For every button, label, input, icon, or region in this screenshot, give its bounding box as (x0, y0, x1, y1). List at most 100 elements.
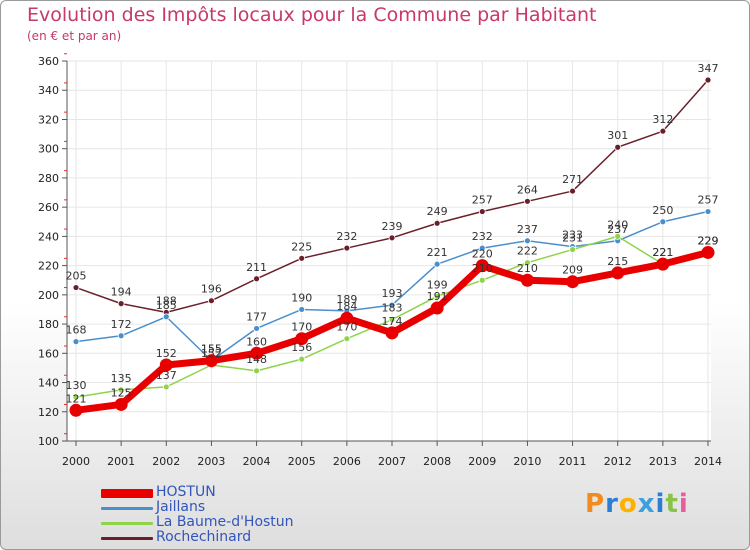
data-label-hostun: 229 (698, 234, 719, 247)
data-point-hostun (250, 346, 264, 360)
data-point-jaillans (72, 338, 80, 346)
x-tick-label: 2014 (694, 455, 722, 468)
data-label-hostun: 125 (111, 386, 132, 399)
data-label-la-baume-d-hostun: 148 (246, 353, 267, 366)
data-point-la-baume-d-hostun (117, 386, 125, 394)
data-label-rochechinard: 301 (607, 129, 628, 142)
data-label-rochechinard: 271 (562, 173, 583, 186)
y-tick-label: 140 (38, 377, 59, 390)
data-label-jaillans: 185 (156, 299, 177, 312)
data-point-rochechinard (569, 187, 576, 195)
data-label-hostun: 220 (472, 248, 493, 261)
legend-label: HOSTUN (156, 484, 216, 500)
data-label-la-baume-d-hostun: 137 (156, 369, 177, 382)
data-point-jaillans (117, 332, 125, 340)
y-tick-label: 340 (38, 84, 59, 97)
data-label-la-baume-d-hostun: 222 (517, 245, 538, 258)
y-tick-label: 160 (38, 347, 59, 360)
data-label-rochechinard: 232 (336, 230, 357, 243)
data-point-hostun (430, 301, 444, 315)
data-point-hostun (566, 275, 580, 289)
data-label-hostun: 210 (517, 262, 538, 275)
data-point-hostun (114, 397, 128, 411)
data-point-hostun (520, 273, 534, 287)
x-tick-label: 2008 (423, 455, 451, 468)
data-label-jaillans: 189 (336, 293, 357, 306)
data-point-jaillans (478, 244, 486, 252)
x-tick-label: 2003 (197, 455, 225, 468)
data-label-hostun: 170 (291, 321, 312, 334)
y-tick-label: 240 (38, 230, 59, 243)
data-point-rochechinard (524, 197, 531, 205)
legend-swatch (101, 489, 153, 498)
data-point-rochechinard (117, 300, 125, 308)
data-label-jaillans: 172 (111, 318, 132, 331)
y-tick-label: 280 (38, 172, 59, 185)
data-point-jaillans (162, 313, 170, 321)
data-label-hostun: 184 (336, 300, 357, 313)
data-point-jaillans (388, 301, 396, 309)
x-tick-label: 2001 (107, 455, 135, 468)
data-label-jaillans: 193 (382, 287, 403, 300)
data-point-jaillans (298, 306, 306, 313)
data-point-jaillans (524, 237, 531, 245)
data-point-hostun (701, 245, 715, 259)
data-label-jaillans: 168 (66, 324, 87, 337)
data-label-rochechinard: 188 (156, 294, 177, 307)
y-tick-label: 320 (38, 113, 59, 126)
data-point-jaillans (433, 260, 441, 268)
data-point-rochechinard (253, 275, 260, 283)
data-label-rochechinard: 264 (517, 183, 538, 196)
y-tick-label: 220 (38, 260, 59, 273)
data-label-rochechinard: 312 (652, 113, 673, 126)
x-tick-label: 2005 (288, 455, 316, 468)
line-chart: 100 120 140 160 180 200 220 240 260 280 300 320 340 3… (38, 53, 722, 468)
data-point-jaillans (253, 325, 260, 332)
x-tick-label: 2009 (468, 455, 496, 468)
data-label-hostun: 191 (427, 290, 448, 303)
data-label-rochechinard: 196 (201, 283, 222, 296)
chart-subtitle: (en € et par an) (27, 29, 122, 43)
data-point-hostun (69, 403, 83, 417)
data-label-rochechinard: 257 (472, 194, 493, 207)
data-point-la-baume-d-hostun (478, 276, 486, 284)
x-tick-label: 2000 (62, 455, 90, 468)
data-label-rochechinard: 211 (246, 261, 267, 274)
data-point-rochechinard (343, 244, 351, 252)
y-tick-label: 260 (38, 201, 59, 214)
legend-swatch (101, 537, 153, 540)
data-label-hostun: 209 (562, 264, 583, 277)
y-tick-label: 180 (38, 318, 59, 331)
data-label-rochechinard: 194 (111, 286, 132, 299)
x-tick-label: 2004 (243, 455, 271, 468)
data-label-rochechinard: 249 (427, 205, 448, 218)
legend-label: Rochechinard (156, 529, 252, 545)
data-label-jaillans: 232 (472, 230, 493, 243)
chart-title: Evolution des Impôts locaux pour la Comm… (27, 4, 597, 26)
x-tick-label: 2011 (559, 455, 587, 468)
data-label-la-baume-d-hostun: 183 (382, 302, 403, 315)
plot-area (67, 61, 711, 441)
data-point-la-baume-d-hostun (72, 393, 80, 401)
y-tick-label: 100 (38, 435, 59, 448)
data-point-la-baume-d-hostun (433, 292, 441, 300)
data-point-rochechinard (433, 219, 441, 227)
data-label-jaillans: 237 (607, 223, 628, 236)
data-point-la-baume-d-hostun (162, 383, 170, 391)
data-point-la-baume-d-hostun (614, 232, 622, 240)
data-label-hostun: 121 (66, 392, 87, 405)
data-label-la-baume-d-hostun: 135 (111, 372, 132, 385)
data-point-la-baume-d-hostun (524, 259, 531, 267)
x-tick-label: 2012 (604, 455, 632, 468)
data-point-rochechinard (614, 143, 622, 151)
data-point-rochechinard (72, 284, 80, 291)
y-tick-label: 200 (38, 289, 59, 302)
data-label-jaillans: 250 (652, 204, 673, 217)
data-label-jaillans: 237 (517, 223, 538, 236)
data-label-jaillans: 221 (427, 246, 448, 259)
data-label-la-baume-d-hostun: 170 (336, 321, 357, 334)
data-label-la-baume-d-hostun: 210 (472, 262, 493, 275)
data-label-la-baume-d-hostun: 240 (607, 218, 628, 231)
data-label-la-baume-d-hostun: 199 (427, 278, 448, 291)
